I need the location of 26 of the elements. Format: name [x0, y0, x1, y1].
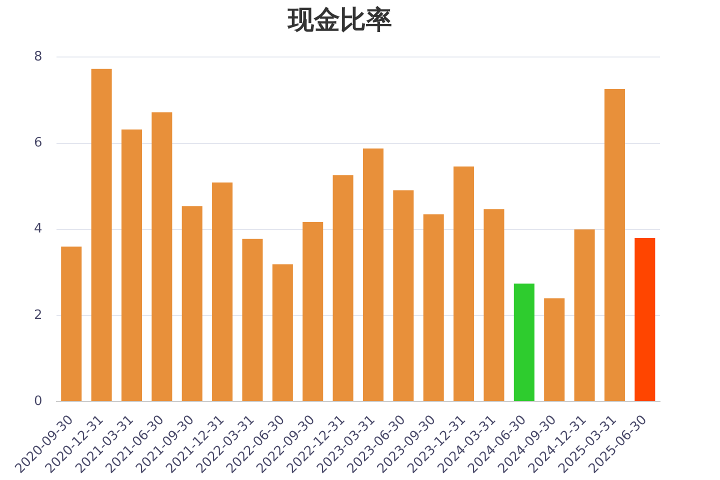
y-tick-label: 8 — [34, 50, 42, 65]
bar — [484, 209, 504, 402]
bar — [332, 175, 354, 402]
bar — [454, 166, 474, 402]
bar — [574, 229, 595, 402]
bar — [242, 238, 263, 402]
bar — [362, 148, 384, 402]
bar — [634, 238, 656, 402]
bar — [393, 190, 414, 402]
chart-title: 现金比率 — [287, 5, 392, 36]
bar — [423, 214, 444, 402]
y-tick-label: 0 — [34, 394, 42, 409]
bar — [152, 112, 172, 402]
bar — [91, 68, 112, 402]
bar — [544, 298, 565, 402]
bar — [182, 206, 202, 402]
y-tick-label: 4 — [34, 222, 42, 237]
y-tick-label: 6 — [34, 136, 42, 151]
bar — [121, 130, 142, 402]
bar — [272, 264, 293, 402]
bar — [302, 222, 324, 402]
bar — [514, 284, 534, 402]
bar — [604, 89, 625, 402]
y-tick-label: 2 — [34, 308, 42, 323]
bar — [212, 182, 233, 402]
bar — [61, 246, 82, 402]
